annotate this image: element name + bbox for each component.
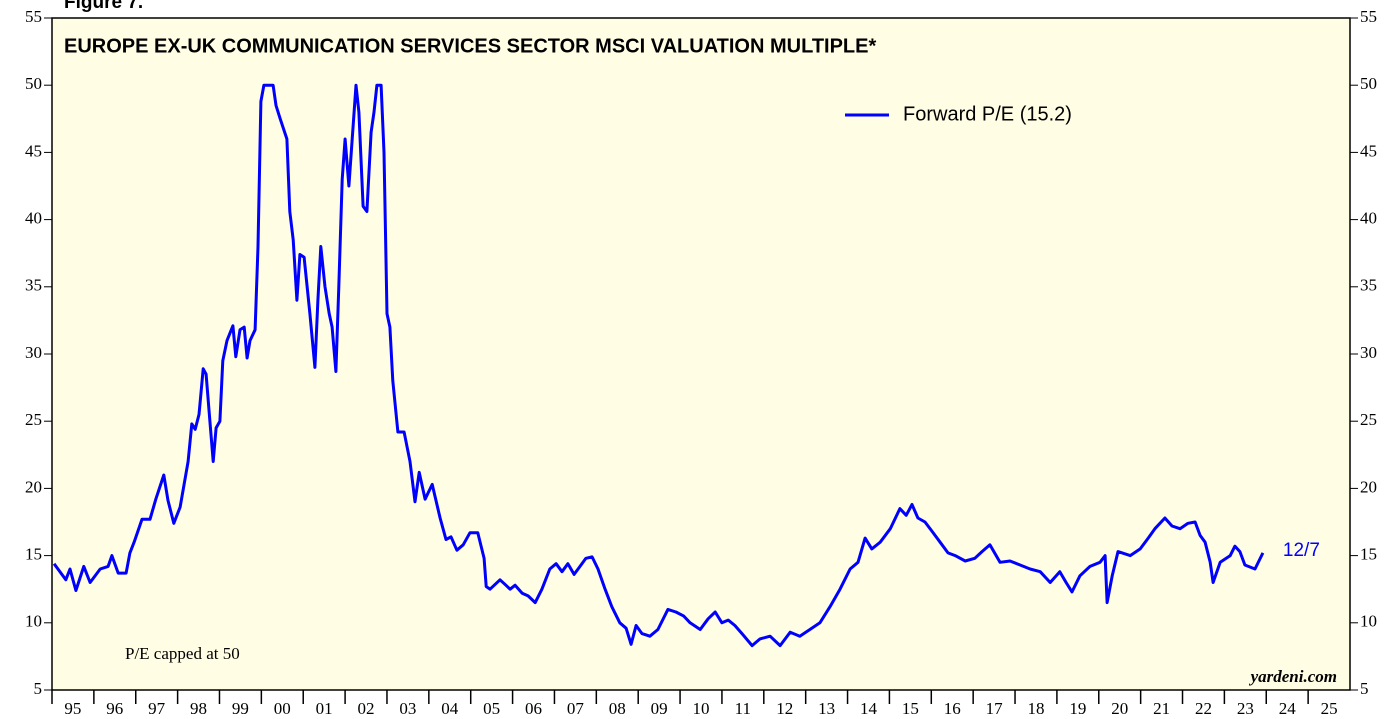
y-tick-label: 15 (25, 545, 42, 564)
y2-tick-label: 25 (1360, 410, 1377, 429)
x-tick-label: 22 (1195, 699, 1212, 718)
y2-tick-label: 20 (1360, 477, 1377, 496)
note: P/E capped at 50 (125, 644, 240, 663)
x-tick-label: 15 (902, 699, 919, 718)
x-tick-label: 25 (1321, 699, 1338, 718)
y-tick-label: 35 (25, 276, 42, 295)
x-tick-label: 20 (1111, 699, 1128, 718)
x-tick-label: 01 (316, 699, 333, 718)
x-tick-label: 21 (1153, 699, 1170, 718)
data-line (52, 83, 1265, 648)
x-tick-label: 14 (860, 699, 878, 718)
x-tick-label: 95 (64, 699, 81, 718)
y2-tick-label: 45 (1360, 141, 1377, 160)
x-tick-label: 08 (609, 699, 626, 718)
y-tick-label: 40 (25, 209, 42, 228)
x-tick-label: 12 (776, 699, 793, 718)
end-label: 12/7 (1283, 540, 1320, 561)
x-tick-label: 07 (567, 699, 585, 718)
x-tick-label: 02 (358, 699, 375, 718)
y-tick-label: 10 (25, 612, 42, 631)
y-tick-label: 25 (25, 410, 42, 429)
x-tick-label: 11 (735, 699, 751, 718)
x-tick-label: 19 (1069, 699, 1086, 718)
y2-tick-label: 5 (1360, 679, 1369, 698)
x-tick-label: 04 (441, 699, 459, 718)
x-tick-label: 98 (190, 699, 207, 718)
x-tick-label: 03 (399, 699, 416, 718)
y-tick-label: 5 (34, 679, 43, 698)
y2-tick-label: 10 (1360, 612, 1377, 631)
x-tick-label: 99 (232, 699, 249, 718)
x-tick-label: 96 (106, 699, 123, 718)
x-tick-label: 18 (1027, 699, 1044, 718)
x-tick-label: 09 (651, 699, 668, 718)
x-tick-label: 16 (944, 699, 961, 718)
y-tick-label: 45 (25, 141, 42, 160)
y2-tick-label: 50 (1360, 74, 1377, 93)
y-tick-label: 20 (25, 477, 42, 496)
x-tick-label: 17 (986, 699, 1004, 718)
y2-tick-label: 35 (1360, 276, 1377, 295)
x-tick-label: 06 (525, 699, 542, 718)
x-tick-label: 05 (483, 699, 500, 718)
y-tick-label: 50 (25, 74, 42, 93)
x-tick-label: 97 (148, 699, 166, 718)
legend-label: Forward P/E (15.2) (903, 103, 1072, 125)
y-tick-label: 55 (25, 7, 42, 26)
x-tick-label: 00 (274, 699, 291, 718)
chart-title: EUROPE EX-UK COMMUNICATION SERVICES SECT… (64, 35, 876, 57)
x-tick-label: 24 (1279, 699, 1297, 718)
x-tick-label: 23 (1237, 699, 1254, 718)
y-tick-label: 30 (25, 343, 42, 362)
source: yardeni.com (1249, 667, 1337, 686)
y2-tick-label: 40 (1360, 209, 1377, 228)
x-tick-label: 13 (818, 699, 835, 718)
plot-area (51, 17, 1351, 691)
figure-label: Figure 7. (64, 0, 143, 13)
y2-tick-label: 15 (1360, 545, 1377, 564)
x-tick-label: 10 (693, 699, 710, 718)
y2-tick-label: 55 (1360, 7, 1377, 26)
y2-tick-label: 30 (1360, 343, 1377, 362)
